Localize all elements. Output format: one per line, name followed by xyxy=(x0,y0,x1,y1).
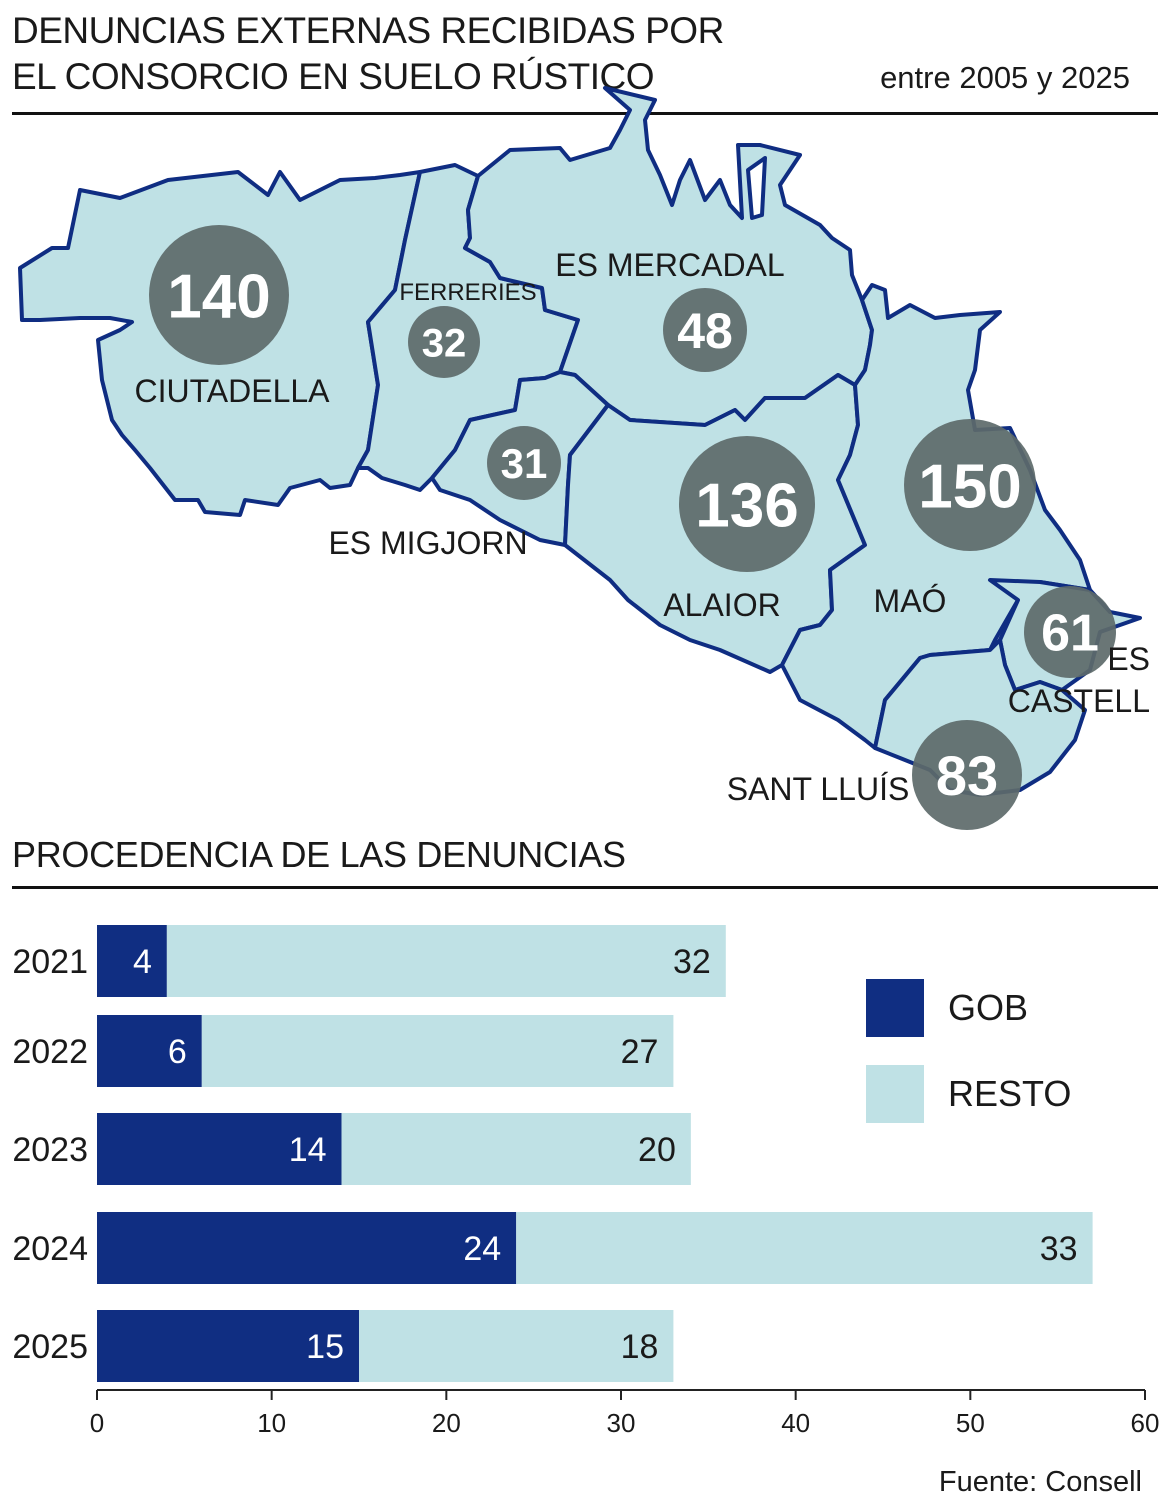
bar-gob-2024 xyxy=(97,1212,517,1284)
x-tick-label: 40 xyxy=(781,1408,810,1438)
bubble-circle xyxy=(408,306,480,378)
bubble-es-mercadal: 48 xyxy=(663,288,747,372)
bubble-ferreries: 32 xyxy=(408,306,480,378)
bubble-value: 136 xyxy=(695,471,798,540)
category-label: 2022 xyxy=(12,1033,88,1071)
x-tick-label: 20 xyxy=(432,1408,461,1438)
value-bubbles: 140 32 48 31 136 150 61 83 xyxy=(149,225,1116,830)
region-es-mercadal xyxy=(463,86,874,427)
x-tick-label: 10 xyxy=(257,1408,286,1438)
bubble-es-migjorn: 31 xyxy=(487,426,561,500)
bubble-value: 150 xyxy=(918,452,1021,521)
data-label-gob: 24 xyxy=(463,1230,501,1268)
bar-gob-2023 xyxy=(97,1113,342,1185)
data-label-gob: 15 xyxy=(306,1328,344,1366)
municipality-label: FERRERIES xyxy=(399,279,536,306)
category-label: 2021 xyxy=(12,943,88,981)
data-label-resto: 32 xyxy=(673,943,711,981)
bar-resto-2024 xyxy=(516,1212,1093,1284)
legend-item-gob: GOB xyxy=(866,979,1028,1037)
municipality-label: MAÓ xyxy=(874,583,947,619)
source-note: Fuente: Consell xyxy=(938,1466,1142,1498)
data-label-resto: 33 xyxy=(1040,1230,1078,1268)
menorca-map: 140 32 48 31 136 150 61 83 CIUTADELLA FERRERIES E… xyxy=(18,86,1150,830)
chart-subtitle: entre 2005 y 2025 xyxy=(880,60,1130,95)
section-rule xyxy=(12,886,1158,889)
bubble-circle xyxy=(904,419,1036,551)
bubble-ciutadella: 140 xyxy=(149,225,289,365)
bubble-value: 32 xyxy=(422,321,467,365)
bar-resto-2025 xyxy=(359,1310,674,1382)
bubble-value: 48 xyxy=(677,303,733,359)
legend-label-resto: RESTO xyxy=(948,1073,1072,1114)
section-title: PROCEDENCIA DE LAS DENUNCIAS xyxy=(12,834,626,875)
bar-resto-2022 xyxy=(201,1015,674,1087)
bubble-maó: 150 xyxy=(904,419,1036,551)
bubble-circle xyxy=(663,288,747,372)
bar-gob-2021 xyxy=(97,925,167,997)
data-label-gob: 6 xyxy=(168,1033,187,1071)
bar-resto-2021 xyxy=(166,925,726,997)
data-label-resto: 27 xyxy=(621,1033,659,1071)
data-label-gob: 4 xyxy=(133,943,152,981)
legend-label-gob: GOB xyxy=(948,987,1029,1028)
bubble-value: 31 xyxy=(501,440,548,487)
municipality-label: SANT LLUÍS xyxy=(727,771,910,807)
legend-swatch-gob xyxy=(866,979,924,1037)
legend-swatch-resto xyxy=(866,1065,924,1123)
data-label-resto: 20 xyxy=(638,1131,676,1169)
bar-gob-2022 xyxy=(97,1015,202,1087)
bubble-es-castell: 61 xyxy=(1024,586,1116,678)
municipality-label: ES MERCADAL xyxy=(555,247,784,283)
municipality-label: ES xyxy=(1107,641,1150,677)
legend-item-resto: RESTO xyxy=(866,1065,1071,1123)
chart-title: DENUNCIAS EXTERNAS RECIBIDAS POR EL CONS… xyxy=(12,10,724,97)
x-tick-label: 50 xyxy=(956,1408,985,1438)
bubble-value: 140 xyxy=(167,262,270,331)
bar-chart: 2021 4 32 2022 6 27 2023 14 20 2024 24 33 2025 15 18 0 1… xyxy=(12,925,1160,1438)
bubble-circle xyxy=(487,426,561,500)
x-tick-label: 30 xyxy=(607,1408,636,1438)
category-label: 2025 xyxy=(12,1328,88,1366)
data-label-gob: 14 xyxy=(289,1131,327,1169)
bar-resto-2023 xyxy=(341,1113,691,1185)
bubble-circle xyxy=(1024,586,1116,678)
x-tick-label: 60 xyxy=(1131,1408,1160,1438)
bubble-circle xyxy=(912,720,1022,830)
bubble-value: 83 xyxy=(936,744,998,807)
municipality-label: CIUTADELLA xyxy=(134,373,330,409)
title-rule xyxy=(12,112,1158,115)
category-label: 2024 xyxy=(12,1230,88,1268)
municipality-label: ALAIOR xyxy=(663,587,780,623)
category-label: 2023 xyxy=(12,1131,88,1169)
bubble-alaior: 136 xyxy=(679,436,815,572)
municipality-label: ES MIGJORN xyxy=(328,525,527,561)
bubble-circle xyxy=(679,436,815,572)
bubble-circle xyxy=(149,225,289,365)
bar-gob-2025 xyxy=(97,1310,359,1382)
x-tick-label: 0 xyxy=(90,1408,104,1438)
municipality-label: CASTELL xyxy=(1008,683,1150,719)
data-label-resto: 18 xyxy=(621,1328,659,1366)
bubble-sant-lluís: 83 xyxy=(912,720,1022,830)
bubble-value: 61 xyxy=(1041,605,1099,663)
municipality-labels: CIUTADELLA FERRERIES ES MERCADAL ES MIGJORN… xyxy=(134,247,1150,807)
